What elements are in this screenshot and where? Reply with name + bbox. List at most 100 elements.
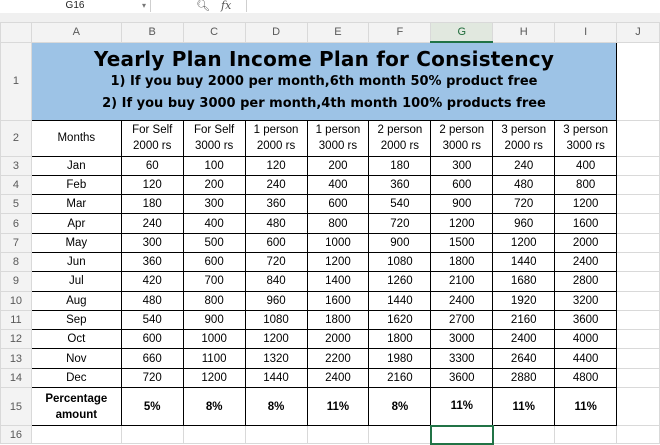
cell[interactable]: [492, 425, 556, 445]
value-cell[interactable]: 700: [182, 271, 246, 292]
value-cell[interactable]: 900: [430, 194, 494, 215]
value-cell[interactable]: 1500: [430, 232, 494, 253]
row-header[interactable]: 2: [0, 119, 32, 157]
value-cell[interactable]: 2400: [554, 251, 618, 273]
percentage-cell[interactable]: 11%: [492, 387, 556, 427]
value-cell[interactable]: 2400: [430, 290, 494, 311]
value-cell[interactable]: 1920: [492, 290, 556, 311]
cell[interactable]: [120, 425, 184, 445]
value-cell[interactable]: 400: [554, 155, 618, 176]
column-header-h[interactable]: H: [492, 22, 556, 43]
value-cell[interactable]: 960: [492, 213, 556, 234]
value-cell[interactable]: 3200: [554, 290, 618, 311]
value-cell[interactable]: 1200: [306, 251, 370, 273]
value-cell[interactable]: 600: [306, 194, 370, 215]
header-cell[interactable]: 3 person 3000 rs: [554, 119, 618, 157]
month-cell[interactable]: Apr: [30, 213, 122, 234]
function-icon[interactable]: fx: [221, 0, 232, 12]
value-cell[interactable]: 1440: [368, 290, 432, 311]
column-header-c[interactable]: C: [182, 22, 246, 43]
column-header-i[interactable]: I: [554, 22, 618, 43]
column-header-g[interactable]: G: [430, 22, 494, 43]
header-cell[interactable]: 2 person 3000 rs: [430, 119, 494, 157]
value-cell[interactable]: 200: [182, 174, 246, 196]
month-cell[interactable]: Oct: [30, 329, 122, 350]
header-cell[interactable]: 1 person 3000 rs: [306, 119, 370, 157]
value-cell[interactable]: 800: [554, 174, 618, 196]
row-header[interactable]: 3: [0, 155, 32, 176]
value-cell[interactable]: 480: [244, 213, 308, 234]
value-cell[interactable]: 1600: [306, 290, 370, 311]
value-cell[interactable]: 720: [492, 194, 556, 215]
cell[interactable]: [616, 194, 660, 215]
value-cell[interactable]: 600: [244, 232, 308, 253]
cell[interactable]: [368, 425, 432, 445]
formula-input[interactable]: [246, 0, 660, 12]
header-cell[interactable]: 1 person 2000 rs: [244, 119, 308, 157]
select-all-corner[interactable]: [0, 22, 32, 43]
value-cell[interactable]: 1000: [306, 232, 370, 253]
value-cell[interactable]: 2400: [492, 329, 556, 350]
value-cell[interactable]: 400: [306, 174, 370, 196]
value-cell[interactable]: 1980: [368, 348, 432, 369]
cell[interactable]: [306, 425, 370, 445]
cell[interactable]: [616, 290, 660, 311]
chevron-down-icon[interactable]: ▾: [141, 1, 146, 10]
value-cell[interactable]: 4000: [554, 329, 618, 350]
month-cell[interactable]: Feb: [30, 174, 122, 196]
value-cell[interactable]: 180: [368, 155, 432, 176]
title-cell[interactable]: Yearly Plan Income Plan for Consistency …: [30, 41, 618, 121]
row-header[interactable]: 9: [0, 271, 32, 292]
value-cell[interactable]: 2880: [492, 367, 556, 389]
value-cell[interactable]: 480: [492, 174, 556, 196]
row-header[interactable]: 5: [0, 194, 32, 215]
cell[interactable]: [616, 309, 660, 331]
row-header[interactable]: 6: [0, 213, 32, 234]
value-cell[interactable]: 1000: [182, 329, 246, 350]
value-cell[interactable]: 3600: [554, 309, 618, 331]
row-header[interactable]: 16: [0, 425, 32, 445]
month-cell[interactable]: Mar: [30, 194, 122, 215]
percentage-cell[interactable]: 5%: [120, 387, 184, 427]
column-header-b[interactable]: B: [120, 22, 184, 43]
percentage-cell[interactable]: 8%: [368, 387, 432, 427]
value-cell[interactable]: 1200: [430, 213, 494, 234]
percentage-cell[interactable]: 11%: [554, 387, 618, 427]
row-header[interactable]: 8: [0, 251, 32, 273]
cell[interactable]: [616, 41, 660, 121]
value-cell[interactable]: 1200: [182, 367, 246, 389]
value-cell[interactable]: 660: [120, 348, 184, 369]
value-cell[interactable]: 240: [120, 213, 184, 234]
value-cell[interactable]: 1680: [492, 271, 556, 292]
value-cell[interactable]: 900: [182, 309, 246, 331]
value-cell[interactable]: 1200: [244, 329, 308, 350]
row-header[interactable]: 15: [0, 387, 32, 427]
value-cell[interactable]: 2000: [306, 329, 370, 350]
zoom-icon[interactable]: 🔍︎: [196, 0, 210, 12]
value-cell[interactable]: 840: [244, 271, 308, 292]
cell[interactable]: [616, 232, 660, 253]
value-cell[interactable]: 800: [182, 290, 246, 311]
value-cell[interactable]: 360: [244, 194, 308, 215]
value-cell[interactable]: 2160: [492, 309, 556, 331]
value-cell[interactable]: 3300: [430, 348, 494, 369]
month-cell[interactable]: Dec: [30, 367, 122, 389]
percentage-label-cell[interactable]: Percentage amount: [30, 387, 122, 427]
value-cell[interactable]: 900: [368, 232, 432, 253]
value-cell[interactable]: 400: [182, 213, 246, 234]
value-cell[interactable]: 1620: [368, 309, 432, 331]
value-cell[interactable]: 360: [120, 251, 184, 273]
value-cell[interactable]: 3600: [430, 367, 494, 389]
month-cell[interactable]: Jan: [30, 155, 122, 176]
value-cell[interactable]: 600: [430, 174, 494, 196]
header-cell[interactable]: For Self 3000 rs: [182, 119, 246, 157]
value-cell[interactable]: 240: [244, 174, 308, 196]
value-cell[interactable]: 1800: [306, 309, 370, 331]
row-header[interactable]: 7: [0, 232, 32, 253]
value-cell[interactable]: 2000: [554, 232, 618, 253]
value-cell[interactable]: 120: [244, 155, 308, 176]
header-cell[interactable]: For Self 2000 rs: [120, 119, 184, 157]
value-cell[interactable]: 300: [430, 155, 494, 176]
percentage-cell[interactable]: 11%: [430, 387, 494, 427]
row-header[interactable]: 11: [0, 309, 32, 331]
